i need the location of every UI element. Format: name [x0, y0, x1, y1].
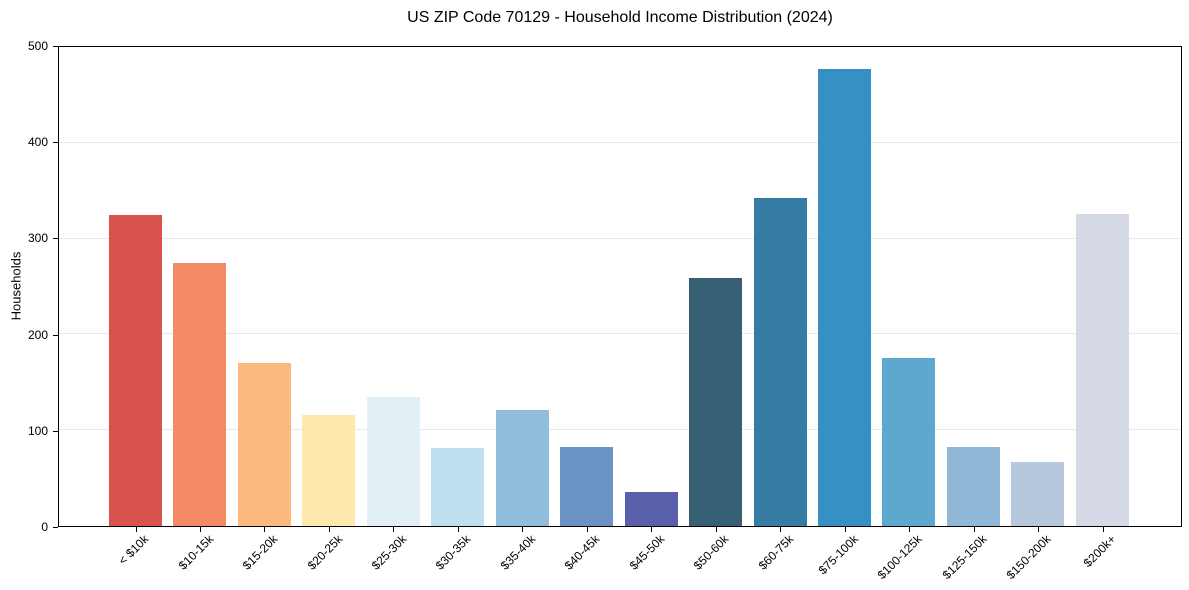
y-tick-mark-100	[53, 430, 58, 432]
x-tick-label-$60-75k: $60-75k	[755, 532, 797, 573]
bar-$40-45k	[560, 447, 614, 526]
y-tick-label-300: 300	[27, 231, 48, 246]
x-tick-label-$25-30k: $25-30k	[368, 532, 410, 573]
bars-container	[59, 47, 1181, 526]
y-tick-mark-400	[53, 142, 58, 144]
bar-$15-20k	[237, 363, 291, 526]
bar-$125-150k	[946, 446, 1000, 526]
bar-$25-30k	[366, 396, 420, 526]
x-tick-label-$45-50k: $45-50k	[626, 532, 668, 573]
bar-$10-15k	[173, 262, 227, 526]
gridline-300	[59, 237, 1181, 239]
x-tick-mark-$20-25k	[328, 527, 330, 532]
chart-title: US ZIP Code 70129 - Household Income Dis…	[407, 9, 833, 26]
y-tick-label-400: 400	[27, 135, 48, 150]
x-tick-mark-$200k+	[1102, 527, 1104, 532]
x-tick-mark-$30-35k	[457, 527, 459, 532]
bar-$45-50k	[624, 491, 678, 526]
x-tick-label-$200k+: $200k+	[1080, 532, 1119, 570]
bar-$75-100k	[817, 69, 871, 526]
x-tick-mark-$60-75k	[780, 527, 782, 532]
x-tick-mark-$50-60k	[715, 527, 717, 532]
y-tick-mark-300	[53, 238, 58, 240]
y-tick-label-500: 500	[27, 39, 48, 53]
x-tick-label-$75-100k: $75-100k	[815, 532, 861, 578]
bar-$30-35k	[431, 448, 485, 526]
x-tick-label-$150-200k: $150-200k	[1003, 532, 1054, 583]
x-tick-mark-$10-15k	[199, 527, 201, 532]
bar-$150-200k	[1011, 461, 1065, 526]
x-tick-mark-$75-100k	[844, 527, 846, 532]
x-tick-label-$30-35k: $30-35k	[433, 532, 474, 573]
y-tick-label-100: 100	[27, 423, 48, 438]
x-tick-label-$50-60k: $50-60k	[691, 532, 732, 573]
plot-area	[58, 46, 1182, 527]
x-tick-label-$40-45k: $40-45k	[562, 532, 603, 573]
y-tick-mark-200	[53, 334, 58, 336]
x-tick-label-< $10k: < $10k	[115, 532, 152, 568]
y-tick-mark-0	[53, 527, 58, 528]
x-tick-mark-$35-40k	[522, 527, 524, 532]
x-tick-mark-$100-125k	[909, 527, 911, 532]
bar-$100-125k	[882, 358, 936, 526]
x-tick-mark-$150-200k	[1038, 527, 1040, 532]
y-axis-label: Households	[8, 251, 24, 321]
gridline-400	[59, 141, 1181, 143]
bar-$50-60k	[689, 277, 743, 526]
y-tick-label-200: 200	[27, 327, 48, 342]
gridline-100	[59, 429, 1181, 431]
x-tick-label-$15-20k: $15-20k	[239, 532, 281, 573]
x-tick-mark-$25-30k	[393, 527, 395, 532]
bar-$20-25k	[302, 414, 356, 526]
x-tick-mark-$125-150k	[973, 527, 975, 532]
x-tick-label-$100-125k: $100-125k	[875, 532, 926, 583]
x-tick-mark-< $10k	[135, 527, 137, 532]
bar-$60-75k	[753, 198, 807, 526]
x-tick-mark-$40-45k	[586, 527, 588, 532]
gridline-200	[59, 333, 1181, 335]
x-tick-label-$35-40k: $35-40k	[497, 532, 539, 573]
x-tick-mark-$15-20k	[264, 527, 266, 532]
bar-$200k+	[1075, 213, 1129, 526]
x-tick-label-$125-150k: $125-150k	[939, 532, 990, 583]
bar-< $10k	[109, 214, 162, 526]
y-tick-label-0: 0	[41, 520, 48, 534]
y-tick-mark-500	[53, 46, 58, 47]
x-tick-mark-$45-50k	[651, 527, 653, 532]
x-tick-label-$20-25k: $20-25k	[304, 532, 345, 573]
bar-$35-40k	[495, 410, 549, 526]
x-tick-label-$10-15k: $10-15k	[175, 532, 216, 573]
